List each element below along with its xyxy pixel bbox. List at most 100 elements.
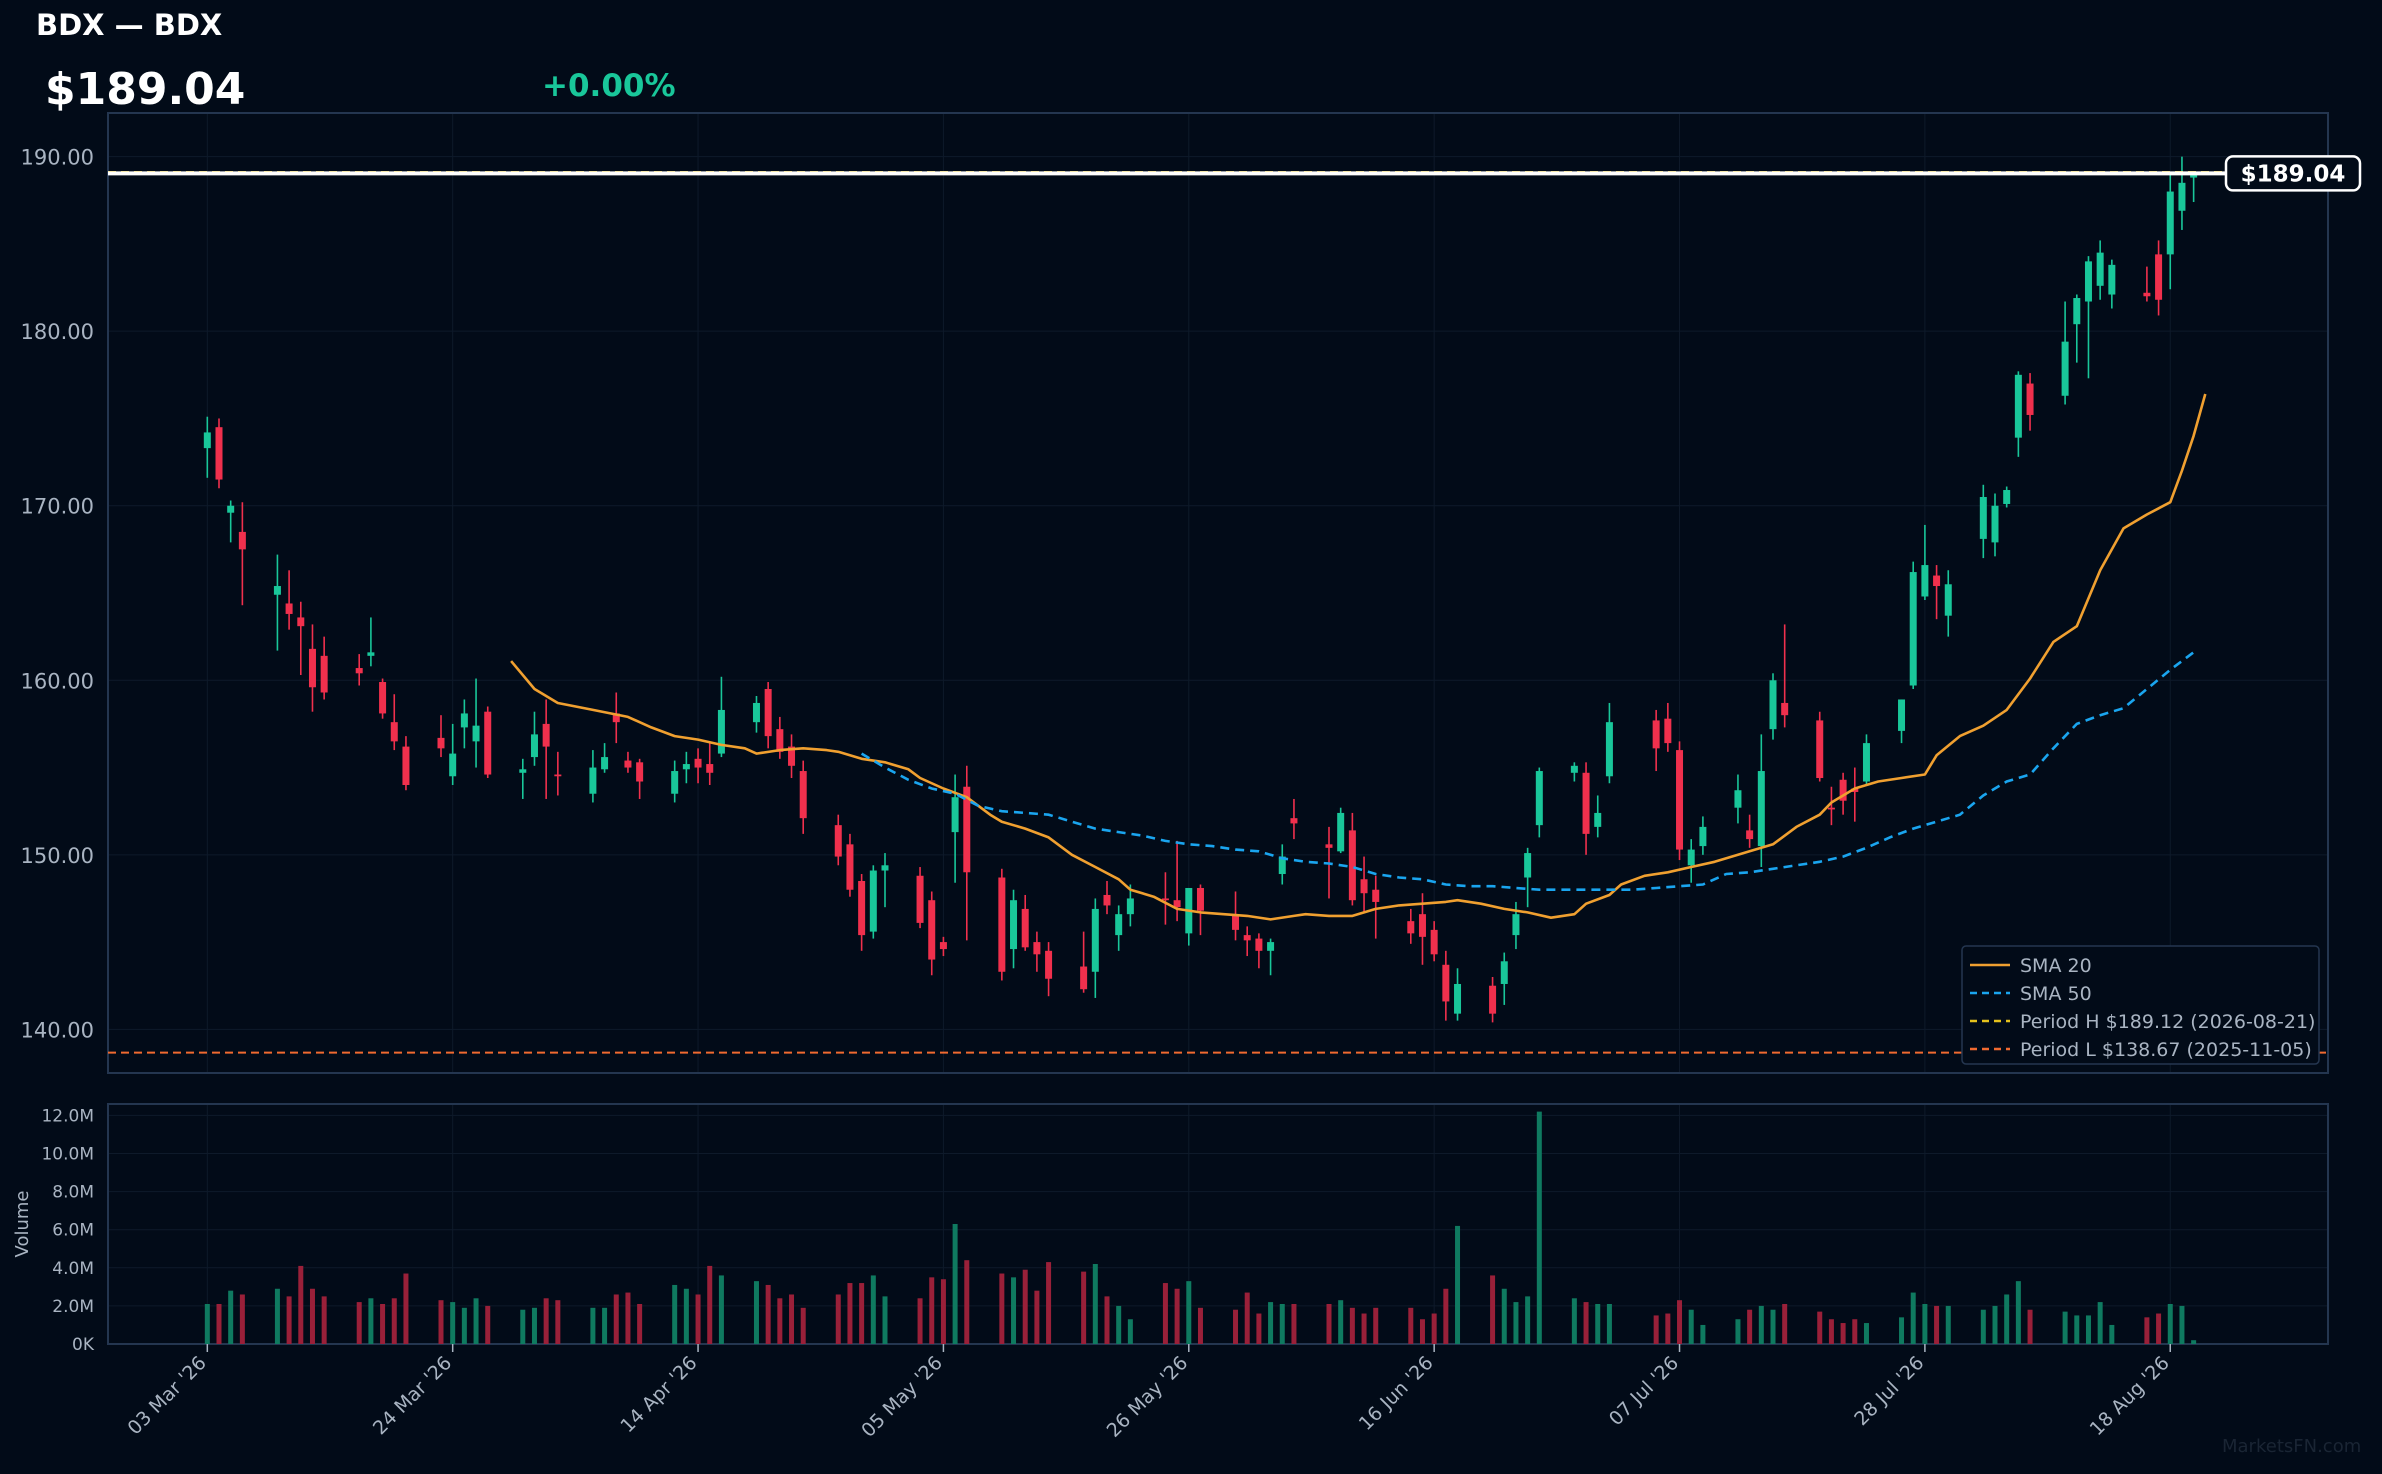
candle-body <box>1921 565 1929 597</box>
volume-bar <box>613 1294 619 1344</box>
current-price: $189.04 <box>45 64 246 115</box>
volume-bar <box>917 1298 923 1344</box>
volume-bar <box>1162 1283 1168 1344</box>
candle-body <box>2096 252 2104 286</box>
date-tick-label: 14 Apr '26 <box>616 1352 701 1437</box>
candle-body <box>1267 942 1275 951</box>
candle-body <box>227 505 235 513</box>
candle-body <box>2014 374 2022 438</box>
volume-bar <box>602 1307 608 1344</box>
volume-bar <box>2074 1315 2080 1344</box>
volume-bar <box>1817 1311 1823 1344</box>
candle-body <box>1418 914 1426 937</box>
candle-body <box>2073 298 2081 325</box>
candle-body <box>1687 849 1695 866</box>
candle-body <box>998 877 1006 972</box>
volume-bar <box>637 1304 643 1344</box>
candle-body <box>624 760 632 768</box>
legend-label: SMA 50 <box>2020 983 2092 1005</box>
volume-bar <box>847 1283 853 1344</box>
volume-bar <box>274 1288 280 1344</box>
volume-bar <box>555 1300 561 1344</box>
volume-bar <box>2191 1340 2197 1344</box>
candle-body <box>1196 887 1204 911</box>
volume-bar <box>2062 1311 2068 1344</box>
candle-body <box>379 682 387 714</box>
volume-bar <box>1338 1300 1344 1344</box>
volume-bar <box>1256 1313 1262 1344</box>
volume-bar <box>1934 1305 1940 1344</box>
price-tick-label: 170.00 <box>21 495 94 519</box>
candle-body <box>589 767 597 794</box>
volume-bar <box>789 1294 795 1344</box>
chart-legend: SMA 20 SMA 50 Period H $189.12 (2026-08-21… <box>1961 945 2320 1065</box>
volume-bar <box>695 1294 701 1344</box>
candle-body <box>355 668 363 674</box>
volume-bar <box>1525 1296 1531 1344</box>
candle-body <box>437 737 445 749</box>
candle-body <box>1535 771 1543 826</box>
volume-bar <box>1233 1309 1239 1344</box>
volume-bar <box>2085 1315 2091 1344</box>
candle-body <box>928 900 936 960</box>
volume-bar <box>765 1284 771 1344</box>
volume-bar <box>1606 1304 1612 1344</box>
candle-body <box>285 603 293 614</box>
candle-body <box>636 762 644 782</box>
candle-body <box>1045 950 1053 979</box>
candle-body <box>776 729 784 752</box>
volume-bar <box>228 1290 234 1344</box>
sma50-line <box>860 651 2195 892</box>
volume-bar <box>2144 1317 2150 1344</box>
candle-body <box>2108 264 2116 295</box>
volume-bar <box>1840 1323 1846 1344</box>
volume-bar <box>1011 1277 1017 1344</box>
candle-body <box>1126 898 1134 915</box>
volume-bar <box>1828 1319 1834 1344</box>
date-tick-label: 05 May '26 <box>857 1352 947 1442</box>
date-tick-label: 28 Jul '26 <box>1850 1352 1928 1430</box>
candle-body <box>951 797 959 833</box>
candle-body <box>519 769 527 773</box>
price-tick-label: 180.00 <box>21 320 94 344</box>
candle-body <box>238 531 246 550</box>
legend-label: SMA 20 <box>2020 955 2092 977</box>
candle-body <box>2155 254 2163 300</box>
candle-body <box>1933 575 1941 587</box>
candle-body <box>1827 807 1835 810</box>
volume-bar <box>1174 1288 1180 1344</box>
volume-bar <box>286 1296 292 1344</box>
volume-axis-label: Volume <box>12 1191 33 1258</box>
candle-body <box>1010 900 1018 950</box>
volume-bar <box>1092 1264 1098 1344</box>
candle-body <box>1407 921 1415 934</box>
volume-bar <box>753 1281 759 1344</box>
candle-body <box>846 844 854 890</box>
volume-bar <box>1104 1296 1110 1344</box>
candle-body <box>1652 720 1660 749</box>
volume-bar <box>870 1275 876 1344</box>
volume-bar <box>1244 1292 1250 1344</box>
candle-body <box>402 746 410 785</box>
volume-bar <box>1268 1302 1274 1344</box>
volume-bar <box>1735 1319 1741 1344</box>
volume-tick-label: 4.0M <box>52 1259 94 1279</box>
volume-bar <box>952 1224 958 1344</box>
candle-body <box>1232 914 1240 930</box>
candle-body <box>612 713 620 723</box>
candle-body <box>1979 497 1987 539</box>
volume-bar <box>2027 1309 2033 1344</box>
volume-bar <box>800 1307 806 1344</box>
candle-body <box>273 586 281 595</box>
candle-body <box>2166 191 2174 255</box>
candle-body <box>1757 771 1765 847</box>
candle-body <box>706 764 714 773</box>
price-change-percent: +0.00% <box>542 68 676 104</box>
candle-body <box>297 617 305 627</box>
volume-bar <box>1455 1225 1461 1344</box>
volume-bar <box>718 1275 724 1344</box>
volume-bar <box>683 1288 689 1344</box>
legend-label: Period H $189.12 (2026-08-21) <box>2020 1011 2315 1033</box>
volume-bar <box>590 1307 596 1344</box>
candle-body <box>1115 914 1123 936</box>
